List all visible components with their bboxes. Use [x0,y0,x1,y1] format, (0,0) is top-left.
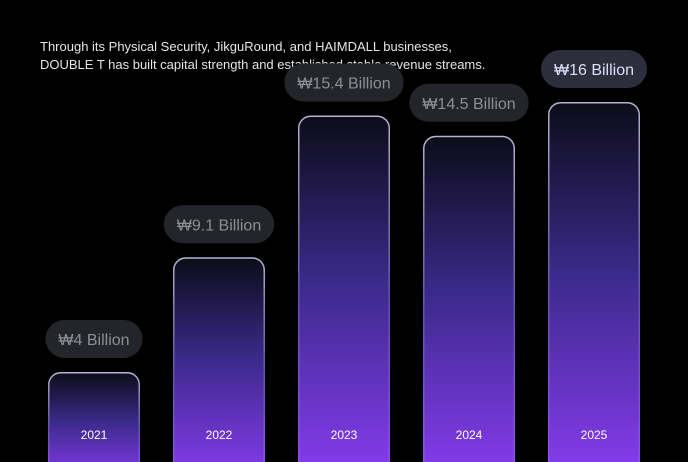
year-label-2021: 2021 [81,428,108,442]
value-pill-2025 [540,50,648,88]
value-label-2023: ₩15.4 Billion [297,76,390,93]
bar-edge-2021 [48,372,140,462]
bar-2021 [48,372,140,462]
value-label-2025: ₩16 Billion [554,62,634,79]
year-label-2023: 2023 [331,428,358,442]
value-label-2024: ₩14.5 Billion [422,96,515,113]
bar-2023 [298,115,390,462]
value-label-2021: ₩4 Billion [58,332,129,349]
bar-edge-2023 [298,115,390,462]
bar-2024 [423,135,515,462]
bar-edge-2025 [548,102,640,462]
value-pill-2023 [284,63,404,102]
year-label-2022: 2022 [206,428,233,442]
bar-2025 [548,102,640,462]
value-pill-2022 [163,205,275,244]
value-pill-2021 [45,320,143,358]
year-label-2024: 2024 [456,428,483,442]
bar-2022 [173,257,265,462]
description-line-1: Through its Physical Security, JikguRoun… [40,39,452,54]
value-label-2022: ₩9.1 Billion [177,217,261,234]
bar-edge-2022 [173,257,265,462]
value-pill-2024 [409,83,529,122]
year-label-2025: 2025 [581,428,608,442]
bar-edge-2024 [423,135,515,462]
